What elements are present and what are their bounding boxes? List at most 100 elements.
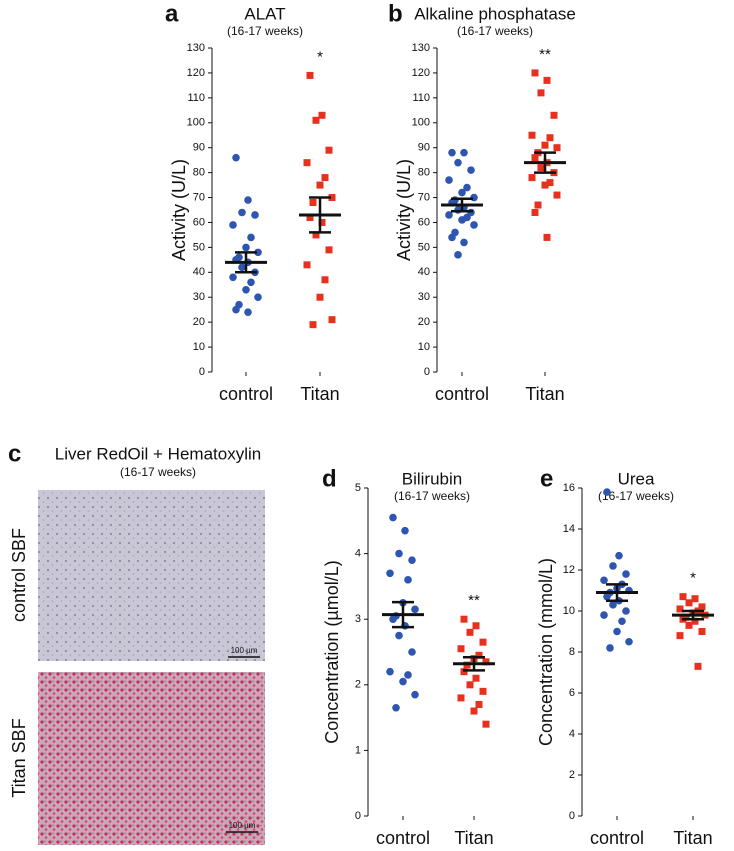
data-point [309, 321, 317, 329]
data-point [458, 188, 466, 197]
y-tick-label: 110 [187, 92, 205, 104]
y-tick-label: 4 [569, 728, 575, 740]
data-point [613, 627, 621, 636]
y-tick-label: 0 [199, 366, 205, 378]
y-tick-label: 50 [418, 241, 430, 253]
data-point [408, 648, 416, 656]
data-point [389, 513, 397, 522]
significance-annotation: * [690, 570, 696, 587]
y-tick-label: 60 [418, 216, 430, 228]
data-point [321, 174, 329, 182]
chart-title: Bilirubin [402, 469, 462, 488]
panel-title: Liver RedOil + Hematoxylin [55, 444, 261, 463]
data-point [312, 231, 320, 239]
chart-title: Urea [618, 469, 655, 488]
data-point [312, 116, 320, 124]
data-point [537, 164, 545, 172]
data-point [454, 158, 462, 167]
data-point [254, 293, 262, 302]
data-point [475, 651, 483, 659]
data-point [325, 246, 333, 254]
data-point [531, 69, 539, 77]
data-point [254, 248, 262, 257]
data-point [328, 194, 336, 202]
y-tick-label: 100 [412, 117, 430, 129]
y-tick-label: 130 [412, 42, 430, 54]
x-tick-label: Titan [300, 384, 339, 404]
y-tick-label: 0 [355, 810, 361, 822]
data-point [411, 605, 419, 614]
data-point [229, 273, 237, 282]
y-tick-label: 1 [355, 744, 361, 756]
data-point [615, 551, 623, 560]
y-tick-label: 8 [569, 646, 575, 658]
y-tick-label: 120 [187, 67, 205, 79]
data-point [553, 191, 561, 199]
data-point [537, 89, 545, 97]
y-tick-label: 10 [418, 341, 430, 353]
data-point [685, 599, 693, 607]
x-tick-label: Titan [673, 828, 712, 846]
panel-label: b [388, 0, 403, 27]
data-point [306, 71, 314, 79]
data-point [309, 199, 317, 207]
data-point [472, 622, 480, 630]
data-point [404, 671, 412, 679]
y-tick-label: 20 [418, 316, 430, 328]
data-point [244, 196, 252, 204]
data-point [242, 285, 250, 294]
y-axis-label: Concentration (µmol/L) [322, 560, 342, 743]
chart-subtitle: (16-17 weeks) [227, 24, 303, 38]
data-point [546, 134, 554, 142]
data-point [244, 308, 252, 316]
y-axis-label: Activity (U/L) [169, 159, 189, 261]
chart-title: ALAT [244, 4, 285, 23]
data-point [445, 176, 453, 184]
x-tick-label: Titan [454, 828, 493, 846]
data-point [691, 595, 699, 603]
chart-subtitle: (16-17 weeks) [394, 489, 470, 503]
data-point [470, 221, 478, 229]
data-point [531, 154, 539, 162]
data-point [316, 181, 324, 189]
data-point [550, 111, 558, 119]
data-point [466, 628, 474, 636]
data-point [457, 694, 465, 702]
data-point [541, 181, 549, 189]
y-tick-label: 12 [563, 564, 575, 576]
y-tick-label: 90 [193, 142, 205, 154]
y-tick-label: 60 [193, 216, 205, 228]
data-point [460, 615, 468, 623]
data-point [448, 233, 456, 242]
panel-label: a [165, 0, 179, 27]
data-point [458, 216, 466, 224]
data-point [553, 144, 561, 152]
x-tick-label: Titan [525, 384, 564, 404]
data-point [609, 562, 617, 570]
data-point [479, 638, 487, 646]
data-point [232, 153, 240, 162]
data-point [534, 201, 542, 209]
data-point [318, 218, 326, 226]
y-tick-label: 3 [355, 613, 361, 625]
x-tick-label: control [590, 828, 644, 846]
panel-label: c [8, 440, 21, 467]
data-point [463, 183, 471, 192]
data-point [541, 141, 549, 149]
data-point [694, 662, 702, 670]
data-point [470, 707, 478, 715]
data-point [609, 601, 617, 609]
y-tick-label: 80 [193, 167, 205, 179]
scale-bar-label: 100 µm [229, 821, 256, 830]
histology-panel: c Liver RedOil + Hematoxylin (16-17 week… [8, 440, 265, 845]
chart-subtitle: (16-17 weeks) [598, 489, 674, 503]
y-tick-label: 30 [418, 291, 430, 303]
y-tick-label: 0 [424, 366, 430, 378]
data-point [392, 703, 400, 712]
y-tick-label: 50 [193, 241, 205, 253]
data-point [457, 645, 465, 653]
data-point [691, 617, 699, 625]
data-point [232, 305, 240, 314]
data-point [679, 593, 687, 601]
